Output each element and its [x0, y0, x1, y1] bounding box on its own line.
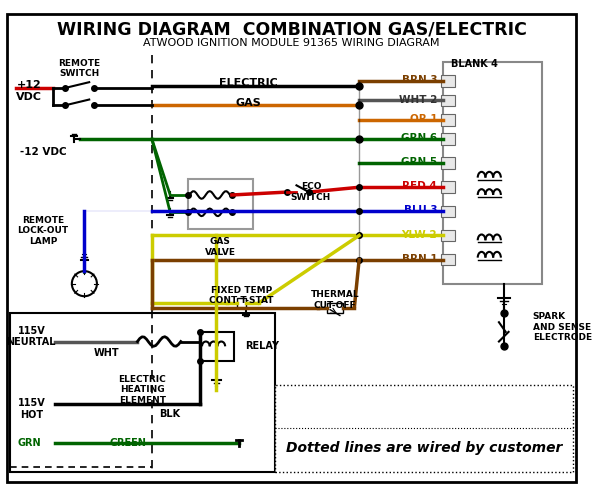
Text: RED 4: RED 4	[403, 182, 437, 191]
Bar	[237, 298, 247, 308]
Text: Dotted lines are wired by customer: Dotted lines are wired by customer	[286, 440, 562, 454]
Bar	[200, 332, 234, 361]
Text: FIXED TEMP
CONT T-STAT: FIXED TEMP CONT T-STAT	[209, 286, 274, 305]
Text: BLK: BLK	[158, 409, 180, 419]
Bar	[441, 157, 455, 169]
Text: -12 VDC: -12 VDC	[20, 147, 66, 157]
Text: GAS
VALVE: GAS VALVE	[205, 237, 236, 257]
Text: REMOTE
SWITCH: REMOTE SWITCH	[59, 59, 101, 78]
Text: BRN 1: BRN 1	[401, 253, 437, 263]
Bar	[441, 230, 455, 241]
Text: THERMAL
CUT-OFF: THERMAL CUT-OFF	[311, 291, 359, 310]
Bar	[328, 303, 343, 312]
Bar	[441, 133, 455, 145]
Text: YLW 2: YLW 2	[401, 230, 437, 240]
Text: SPARK
AND SENSE
ELECTRODE: SPARK AND SENSE ELECTRODE	[533, 312, 592, 342]
Text: WHT 2: WHT 2	[399, 95, 437, 105]
Text: ATWOOD IGNITION MODULE 91365 WIRING DIAGRAM: ATWOOD IGNITION MODULE 91365 WIRING DIAG…	[143, 38, 440, 48]
Text: 115V
HOT: 115V HOT	[17, 398, 45, 420]
Bar	[10, 312, 275, 472]
Text: GAS: GAS	[235, 98, 261, 108]
Text: +12
VDC: +12 VDC	[16, 80, 43, 102]
Text: GRN 6: GRN 6	[401, 133, 437, 143]
Text: RELAY: RELAY	[245, 341, 280, 351]
Text: ECO
SWITCH: ECO SWITCH	[291, 183, 331, 202]
Bar	[441, 95, 455, 106]
Bar	[441, 182, 455, 193]
Bar	[441, 114, 455, 125]
Bar	[441, 205, 455, 217]
Text: WIRING DIAGRAM  COMBINATION GAS/ELECTRIC: WIRING DIAGRAM COMBINATION GAS/ELECTRIC	[57, 20, 527, 39]
Bar	[441, 254, 455, 265]
Text: GRN 5: GRN 5	[401, 157, 437, 167]
Bar	[275, 385, 573, 472]
Text: BLU 3: BLU 3	[404, 205, 437, 215]
Text: BLANK 4: BLANK 4	[451, 59, 498, 69]
Text: BRN 3: BRN 3	[401, 75, 437, 85]
Text: 115V
NEURTAL: 115V NEURTAL	[7, 326, 56, 348]
Bar	[441, 75, 455, 87]
Text: WHT: WHT	[94, 348, 119, 358]
Circle shape	[72, 271, 97, 296]
Text: ELECTRIC: ELECTRIC	[219, 78, 278, 88]
Bar	[443, 62, 542, 284]
Bar	[188, 179, 253, 229]
Text: GRN: GRN	[17, 438, 41, 448]
Text: GREEN: GREEN	[109, 438, 146, 448]
Text: OR 1: OR 1	[410, 114, 437, 124]
Text: REMOTE
LOCK-OUT
LAMP: REMOTE LOCK-OUT LAMP	[17, 216, 68, 246]
Text: ELECTRIC
HEATING
ELEMENT: ELECTRIC HEATING ELEMENT	[118, 375, 166, 405]
